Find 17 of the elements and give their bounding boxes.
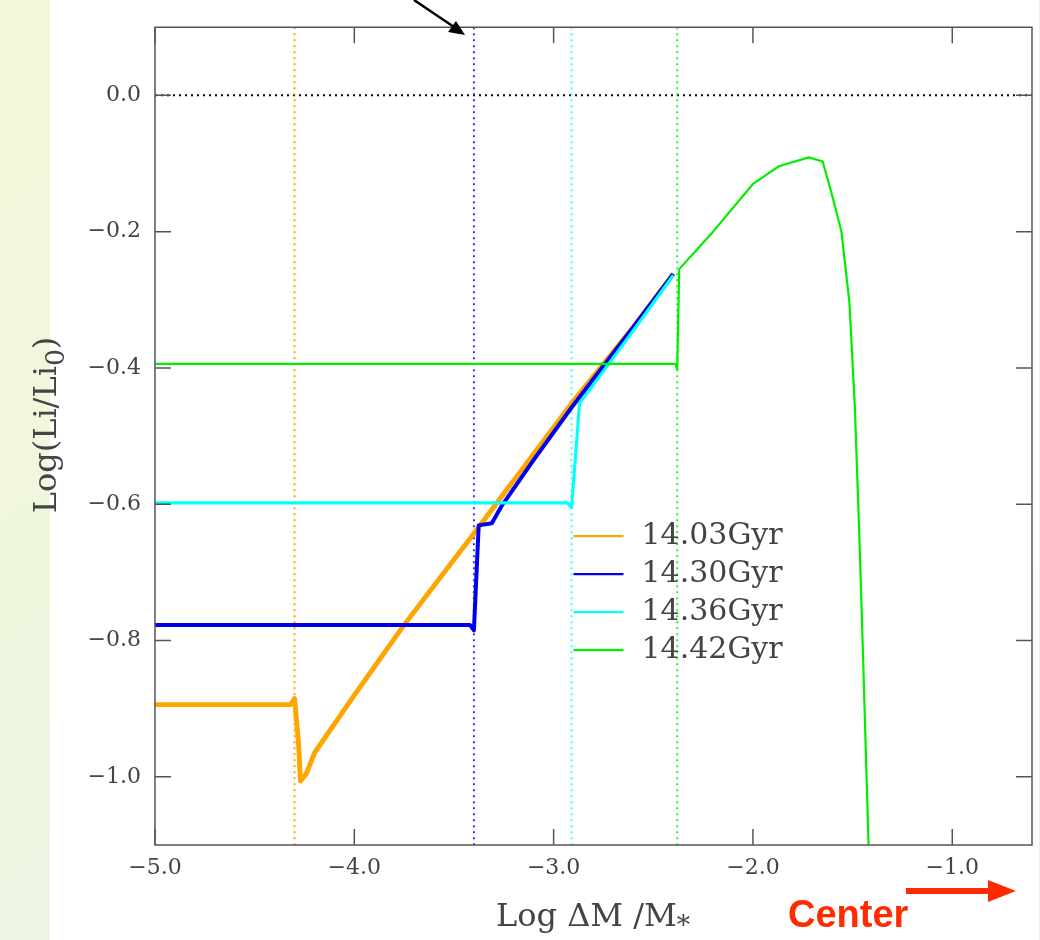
x-tick-label: −2.0	[726, 853, 780, 879]
y-tick-label: −0.4	[87, 353, 141, 379]
y-tick-label: −0.2	[87, 217, 141, 243]
x-tick-label: −5.0	[128, 853, 182, 879]
legend-label: 14.30Gyr	[641, 553, 784, 589]
x-axis-title: Log ΔM /M$_{*}$	[495, 896, 691, 940]
y-tick-label: −0.8	[87, 626, 141, 652]
legend-label: 14.03Gyr	[641, 515, 784, 551]
x-tick-label: −3.0	[526, 853, 581, 879]
x-tick-label: −1.0	[925, 853, 979, 879]
legend-label: 14.42Gyr	[641, 629, 784, 665]
text: Center	[788, 893, 909, 936]
y-tick-label: −0.6	[87, 489, 141, 515]
x-tick-label: −4.0	[327, 853, 382, 879]
y-tick-label: 0.0	[106, 81, 141, 107]
legend-label: 14.36Gyr	[641, 591, 784, 627]
y-tick-label: −1.0	[87, 762, 141, 788]
